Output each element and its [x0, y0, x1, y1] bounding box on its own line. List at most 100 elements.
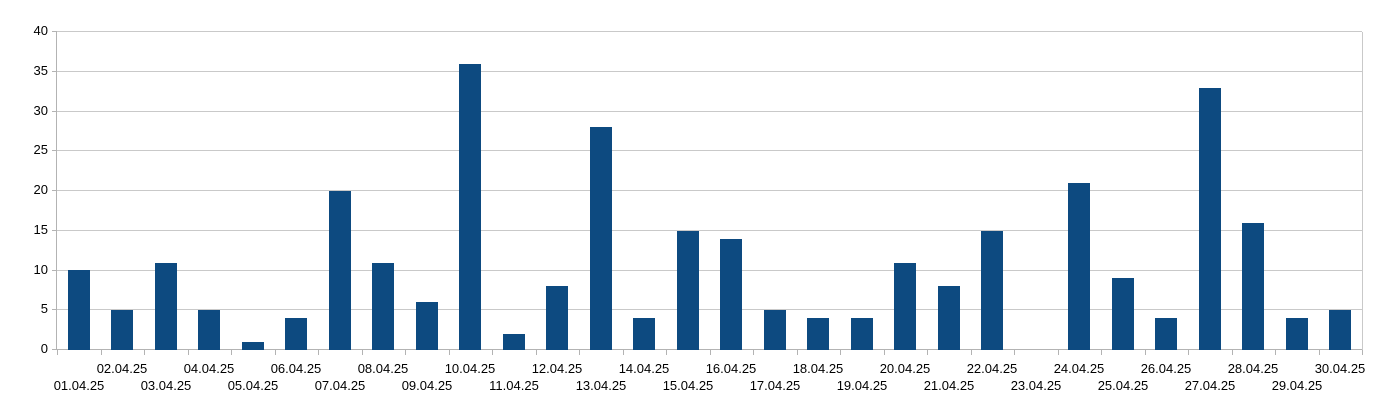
x-tick-mark [144, 350, 145, 355]
x-axis-tick-label: 06.04.25 [270, 361, 322, 376]
x-axis-tick-label: 08.04.25 [357, 361, 409, 376]
bar [1329, 310, 1351, 350]
bar [198, 310, 220, 350]
x-tick-mark [101, 350, 102, 355]
y-axis-tick-label: 40 [33, 23, 48, 38]
y-tick-mark [52, 150, 57, 152]
x-tick-mark [449, 350, 450, 355]
x-tick-mark [1275, 350, 1276, 355]
x-tick-mark [1319, 350, 1320, 355]
gridline [57, 269, 1362, 271]
y-axis-tick-label: 25 [33, 142, 48, 158]
x-axis-tick-label: 07.04.25 [314, 378, 366, 393]
x-axis-tick-label: 28.04.25 [1227, 361, 1279, 376]
x-tick-mark [753, 350, 754, 355]
x-tick-mark [927, 350, 928, 355]
bar [1286, 318, 1308, 350]
x-tick-mark [362, 350, 363, 355]
x-axis-tick-label: 15.04.25 [662, 378, 714, 393]
bar [111, 310, 133, 350]
y-tick-mark [52, 349, 57, 350]
x-axis-line [57, 349, 1362, 350]
bar [633, 318, 655, 350]
x-tick-mark [623, 350, 624, 355]
x-axis-tick-label: 26.04.25 [1140, 361, 1192, 376]
x-axis-tick-label: 04.04.25 [183, 361, 235, 376]
x-tick-mark [1058, 350, 1059, 355]
y-tick-mark [52, 190, 57, 191]
bar [677, 231, 699, 350]
x-axis-tick-label: 20.04.25 [879, 361, 931, 376]
x-tick-mark [1188, 350, 1189, 355]
x-axis-tick-label: 23.04.25 [1010, 378, 1062, 393]
plot-right-border [1362, 32, 1363, 350]
bar [1068, 183, 1090, 350]
x-axis-tick-label: 24.04.25 [1053, 361, 1105, 376]
x-axis-tick-label: 27.04.25 [1184, 378, 1236, 393]
x-axis-tick-label: 11.04.25 [489, 378, 539, 393]
x-tick-mark [536, 350, 537, 355]
bar [894, 263, 916, 350]
bar [372, 263, 394, 350]
bar [546, 286, 568, 350]
y-axis-tick-label: 10 [33, 261, 48, 277]
x-tick-mark [405, 350, 406, 355]
x-tick-mark [884, 350, 885, 355]
bar [155, 263, 177, 350]
y-tick-mark [52, 31, 57, 32]
x-tick-mark [1362, 350, 1363, 355]
gridline [57, 110, 1362, 112]
y-tick-mark [52, 229, 57, 231]
bar [807, 318, 829, 350]
x-tick-mark [188, 350, 189, 355]
x-axis-tick-label: 09.04.25 [401, 378, 453, 393]
x-axis-tick-label: 21.04.25 [923, 378, 975, 393]
bar [416, 302, 438, 350]
bar [503, 334, 525, 350]
x-axis-tick-label: 01.04.25 [53, 378, 105, 393]
x-tick-mark [1232, 350, 1233, 355]
x-axis-tick-label: 25.04.25 [1097, 378, 1149, 393]
bar [938, 286, 960, 350]
x-tick-mark [579, 350, 580, 355]
x-axis-tick-label: 16.04.25 [705, 361, 757, 376]
x-axis-tick-label: 10.04.25 [444, 361, 496, 376]
y-axis-tick-label: 15 [33, 221, 48, 237]
x-axis-tick-label: 19.04.25 [836, 378, 888, 393]
y-tick-mark [52, 309, 57, 311]
gridline [57, 70, 1362, 72]
y-axis-tick-label: 35 [33, 62, 48, 78]
bar [1112, 278, 1134, 350]
x-axis-tick-label: 17.04.25 [749, 378, 801, 393]
bar [1242, 223, 1264, 350]
bar [851, 318, 873, 350]
x-axis-tick-label: 14.04.25 [618, 361, 670, 376]
y-tick-mark [52, 269, 57, 271]
x-axis-tick-label: 05.04.25 [227, 378, 279, 393]
y-axis-tick-label: 0 [40, 341, 48, 356]
x-tick-mark [840, 350, 841, 355]
y-axis-tick-label: 5 [40, 301, 48, 317]
y-tick-mark [52, 70, 57, 72]
x-axis-tick-label: 13.04.25 [575, 378, 627, 393]
bar [285, 318, 307, 350]
bar [1199, 88, 1221, 350]
gridline [57, 31, 1362, 32]
x-tick-mark [231, 350, 232, 355]
x-tick-mark [1101, 350, 1102, 355]
x-axis-tick-label: 03.04.25 [140, 378, 192, 393]
bar [764, 310, 786, 350]
x-tick-mark [57, 350, 58, 355]
x-tick-mark [492, 350, 493, 355]
y-axis-line [56, 32, 57, 350]
x-axis-tick-label: 22.04.25 [966, 361, 1018, 376]
x-tick-mark [1014, 350, 1015, 355]
x-tick-mark [275, 350, 276, 355]
bar [242, 342, 264, 350]
x-tick-mark [710, 350, 711, 355]
x-axis-tick-label: 02.04.25 [96, 361, 148, 376]
bar [720, 239, 742, 350]
x-axis-tick-label: 29.04.25 [1271, 378, 1323, 393]
gridline [57, 309, 1362, 311]
